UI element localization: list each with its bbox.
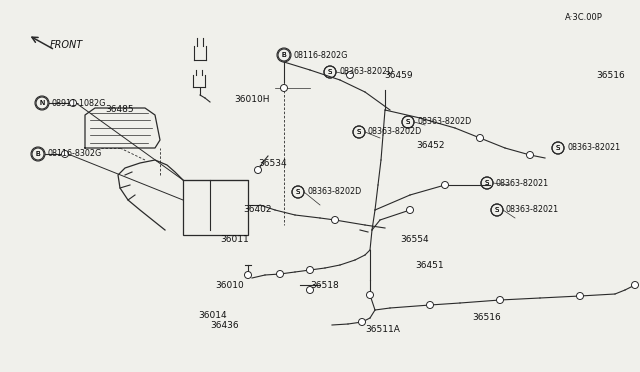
Text: 08363-8202D: 08363-8202D: [307, 187, 361, 196]
Text: 36014: 36014: [198, 311, 227, 320]
Text: A·3C.00P: A·3C.00P: [565, 13, 603, 22]
Text: S: S: [357, 129, 361, 135]
Text: 36485: 36485: [105, 106, 134, 115]
Text: B: B: [282, 52, 286, 58]
Text: 08363-8202D: 08363-8202D: [368, 128, 422, 137]
Text: S: S: [485, 180, 489, 186]
Text: S: S: [495, 207, 499, 213]
Text: S: S: [357, 129, 361, 135]
Text: 08363-8202D: 08363-8202D: [339, 67, 393, 77]
Circle shape: [280, 84, 287, 92]
Circle shape: [332, 217, 339, 224]
Circle shape: [244, 272, 252, 279]
Text: FRONT: FRONT: [50, 40, 83, 50]
Text: 36554: 36554: [400, 235, 429, 244]
Circle shape: [367, 292, 374, 298]
Text: S: S: [328, 69, 332, 75]
Circle shape: [358, 318, 365, 326]
Circle shape: [307, 266, 314, 273]
Circle shape: [70, 99, 77, 106]
Text: S: S: [556, 145, 560, 151]
Text: 08116-8302G: 08116-8302G: [47, 150, 101, 158]
Circle shape: [442, 182, 449, 189]
Text: S: S: [406, 119, 410, 125]
Text: 36534: 36534: [258, 158, 287, 167]
Text: 36516: 36516: [472, 314, 500, 323]
Text: B: B: [36, 151, 40, 157]
Circle shape: [61, 151, 68, 157]
Text: 36010: 36010: [215, 280, 244, 289]
Text: B: B: [36, 151, 40, 157]
Circle shape: [497, 296, 504, 304]
Text: S: S: [495, 207, 499, 213]
Text: 36011: 36011: [220, 235, 249, 244]
Text: 36451: 36451: [415, 260, 444, 269]
Circle shape: [255, 167, 262, 173]
Text: 36516: 36516: [596, 71, 625, 80]
Text: S: S: [485, 180, 489, 186]
Circle shape: [346, 71, 353, 78]
Text: S: S: [406, 119, 410, 125]
Text: 08363-82021: 08363-82021: [567, 144, 620, 153]
Circle shape: [307, 286, 314, 294]
Circle shape: [632, 282, 639, 289]
Circle shape: [577, 292, 584, 299]
Text: 08116-8202G: 08116-8202G: [293, 51, 348, 60]
Text: 36459: 36459: [384, 71, 413, 80]
Circle shape: [426, 301, 433, 308]
Text: 36452: 36452: [416, 141, 445, 150]
Circle shape: [527, 151, 534, 158]
Text: S: S: [296, 189, 300, 195]
Text: 08363-82021: 08363-82021: [506, 205, 559, 215]
Text: 08911-1082G: 08911-1082G: [51, 99, 106, 108]
Text: 08363-82021: 08363-82021: [496, 179, 549, 187]
Text: 36511A: 36511A: [365, 326, 400, 334]
Text: S: S: [556, 145, 560, 151]
Text: N: N: [40, 100, 45, 106]
Text: S: S: [296, 189, 300, 195]
Text: 08363-8202D: 08363-8202D: [417, 118, 471, 126]
Bar: [183, 180, 248, 235]
Circle shape: [477, 135, 483, 141]
Text: N: N: [40, 100, 45, 106]
Text: S: S: [328, 69, 332, 75]
Circle shape: [276, 270, 284, 278]
Text: 36436: 36436: [210, 321, 239, 330]
Text: 36518: 36518: [310, 280, 339, 289]
Text: B: B: [282, 52, 286, 58]
Text: 36010H: 36010H: [234, 96, 269, 105]
Text: 36402: 36402: [243, 205, 271, 215]
Circle shape: [406, 206, 413, 214]
